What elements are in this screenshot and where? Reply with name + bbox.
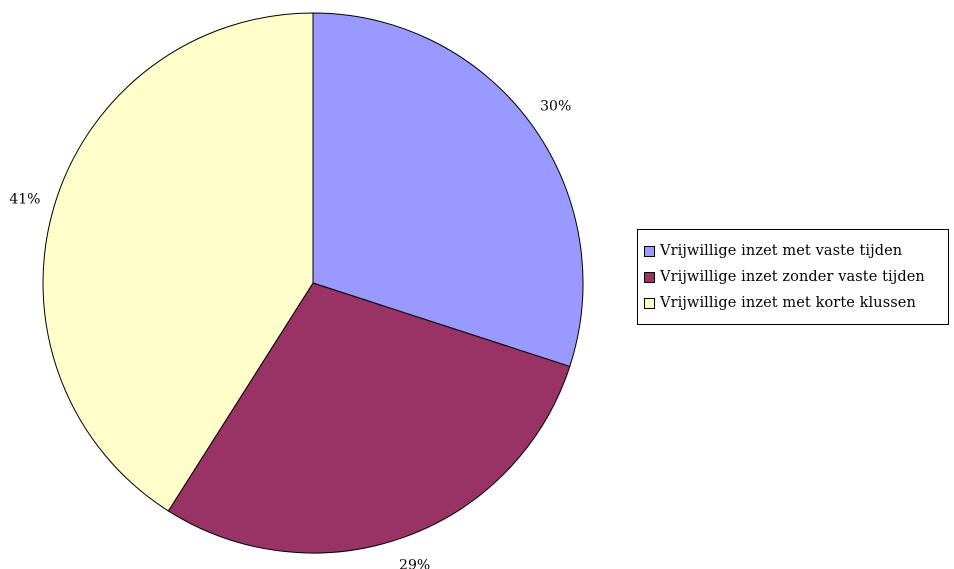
pie-label-korte-klussen: 41% xyxy=(9,191,40,207)
pie-slices xyxy=(42,12,584,554)
legend-item-vaste-tijden: Vrijwillige inzet met vaste tijden xyxy=(644,238,948,264)
pie-label-zonder-vaste-tijden: 29% xyxy=(399,557,430,569)
legend-item-zonder-vaste-tijden: Vrijwillige inzet zonder vaste tijden xyxy=(644,264,948,290)
legend-label-zonder-vaste-tijden: Vrijwillige inzet zonder vaste tijden xyxy=(660,269,925,285)
legend-label-korte-klussen: Vrijwillige inzet met korte klussen xyxy=(660,295,916,311)
pie-slice-vaste-tijden xyxy=(312,12,584,368)
legend-swatch-vaste-tijden xyxy=(644,245,655,257)
pie-slice-zonder-vaste-tijden xyxy=(167,282,571,554)
legend-label-vaste-tijden: Vrijwillige inzet met vaste tijden xyxy=(660,243,903,259)
legend-item-korte-klussen: Vrijwillige inzet met korte klussen xyxy=(644,290,948,316)
legend-swatch-zonder-vaste-tijden xyxy=(644,271,655,283)
pie-slice-korte-klussen xyxy=(42,12,314,512)
pie-labels: 30% 29% 41% xyxy=(9,99,571,569)
legend-swatch-korte-klussen xyxy=(644,297,655,309)
pie-label-vaste-tijden: 30% xyxy=(540,99,571,115)
legend: Vrijwillige inzet met vaste tijden Vrijw… xyxy=(637,229,949,325)
